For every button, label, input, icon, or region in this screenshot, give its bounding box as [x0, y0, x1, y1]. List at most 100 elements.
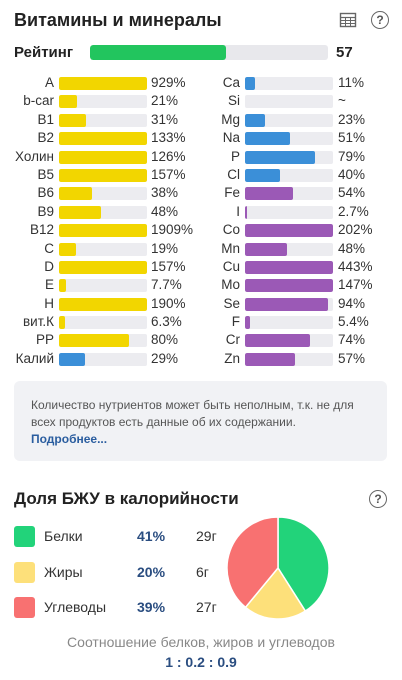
nutrient-name: F — [231, 314, 240, 330]
nutrient-bar-fill — [59, 352, 85, 366]
nutrient-percent: 40% — [338, 166, 366, 182]
nutrient-row: B5 157% — [0, 166, 200, 184]
vitamins-column: A 929% b-car 21% B1 31% B2 133% Холин 126% B5 157% B… — [0, 74, 200, 368]
nutrient-row: PP 80% — [0, 331, 200, 349]
nutrient-bar-fill — [245, 260, 333, 274]
nutrient-bar-fill — [59, 132, 147, 146]
macro-name: Белки — [44, 528, 83, 544]
nutrient-bar — [245, 113, 333, 127]
minerals-column: Ca 11% Si ~ Mg 23% Na 51% P 79% Cl 40% Fe 54% I 2.7% Co 2… — [200, 74, 400, 368]
nutrient-percent: 1909% — [151, 222, 194, 238]
nutrient-percent: 7.7% — [151, 277, 182, 293]
nutrient-row: b-car 21% — [0, 92, 200, 110]
nutrient-bar — [59, 168, 147, 182]
help-icon[interactable]: ? — [368, 489, 388, 509]
nutrient-name: B9 — [37, 203, 54, 219]
nutrient-row: Cu 443% — [200, 258, 400, 276]
macro-color-swatch — [14, 597, 35, 618]
nutrient-row: B1 31% — [0, 111, 200, 129]
nutrient-percent: 19% — [151, 240, 179, 256]
nutrient-bar — [59, 352, 147, 366]
nutrient-name: Si — [227, 93, 240, 109]
nutrient-percent: 23% — [338, 111, 366, 127]
vitamins-header: Витамины и минералы ? — [14, 8, 392, 32]
nutrient-name: PP — [35, 332, 54, 348]
nutrient-name: D — [44, 258, 54, 274]
nutrient-bar-fill — [245, 113, 266, 127]
nutrient-bar — [59, 334, 147, 348]
macro-color-swatch — [14, 562, 35, 583]
nutrient-percent: 157% — [151, 166, 186, 182]
nutrient-percent: 94% — [338, 295, 366, 311]
nutrient-bar — [59, 260, 147, 274]
nutrient-row: Mo 147% — [200, 276, 400, 294]
macro-percent: 20% — [137, 564, 166, 580]
nutrient-name: Cr — [225, 332, 240, 348]
nutrient-percent: 190% — [151, 295, 186, 311]
macro-grams: 29г — [196, 528, 217, 544]
nutrient-row: Cl 40% — [200, 166, 400, 184]
nutrient-percent: 147% — [338, 277, 373, 293]
nutrient-name: B12 — [29, 222, 54, 238]
rating-row: Рейтинг 57 — [14, 42, 392, 62]
macro-grams: 27г — [196, 599, 217, 615]
nutrient-name: E — [44, 277, 54, 293]
nutrient-name: Холин — [15, 148, 54, 164]
help-icon[interactable]: ? — [370, 10, 390, 30]
nutrient-percent: 57% — [338, 350, 366, 366]
nutrient-bar — [59, 132, 147, 146]
nutrient-name: I — [236, 203, 240, 219]
nutrient-row: Mg 23% — [200, 111, 400, 129]
nutrient-bar-fill — [245, 316, 250, 330]
nutrient-name: B5 — [37, 166, 54, 182]
more-link[interactable]: Подробнее... — [31, 432, 108, 446]
nutrient-percent: 443% — [338, 258, 373, 274]
nutrient-bar — [245, 297, 333, 311]
nutrient-row: B6 38% — [0, 184, 200, 202]
nutrient-row: C 19% — [0, 240, 200, 258]
nutrient-percent: 29% — [151, 350, 179, 366]
nutrient-percent: ~ — [338, 93, 346, 109]
nutrient-name: Mo — [221, 277, 240, 293]
nutrient-bar — [245, 334, 333, 348]
nutrient-bar — [59, 205, 147, 219]
nutrient-percent: 48% — [151, 203, 179, 219]
nutrient-bar-fill — [59, 150, 147, 164]
help-glyph: ? — [371, 11, 389, 29]
nutrient-row: B12 1909% — [0, 221, 200, 239]
nutrient-bar-fill — [245, 242, 288, 256]
table-icon[interactable] — [338, 10, 358, 30]
nutrient-bar-fill — [245, 352, 296, 366]
macro-name: Углеводы — [44, 599, 107, 615]
macro-percent: 41% — [137, 528, 166, 544]
nutrient-name: Mg — [221, 111, 240, 127]
nutrient-percent: 2.7% — [338, 203, 369, 219]
nutrient-row: F 5.4% — [200, 313, 400, 331]
nutrient-row: Калий 29% — [0, 350, 200, 368]
nutrient-percent: 5.4% — [338, 314, 369, 330]
nutrient-bar — [59, 113, 147, 127]
nutrient-percent: 6.3% — [151, 314, 182, 330]
nutrient-bar-fill — [59, 77, 147, 90]
nutrient-percent: 31% — [151, 111, 179, 127]
nutrient-bar-fill — [59, 205, 102, 219]
nutrient-row: Fe 54% — [200, 184, 400, 202]
rating-bar-fill — [90, 45, 226, 60]
nutrient-percent: 79% — [338, 148, 366, 164]
nutrient-name: Mn — [221, 240, 240, 256]
nutrient-name: Cl — [227, 166, 240, 182]
nutrient-row: B2 133% — [0, 129, 200, 147]
nutrient-percent: 74% — [338, 332, 366, 348]
nutrient-bar-fill — [59, 187, 93, 201]
macro-grams: 6г — [196, 564, 209, 580]
nutrient-name: B2 — [37, 130, 54, 146]
rating-bar — [90, 45, 328, 60]
nutrient-bar-fill — [245, 334, 311, 348]
nutrient-name: Na — [222, 130, 240, 146]
pie-slice — [226, 516, 279, 609]
nutrient-percent: 48% — [338, 240, 366, 256]
nutrient-bar — [245, 187, 333, 201]
nutrient-row: B9 48% — [0, 203, 200, 221]
help-glyph: ? — [369, 490, 387, 508]
nutrient-name: B6 — [37, 185, 54, 201]
